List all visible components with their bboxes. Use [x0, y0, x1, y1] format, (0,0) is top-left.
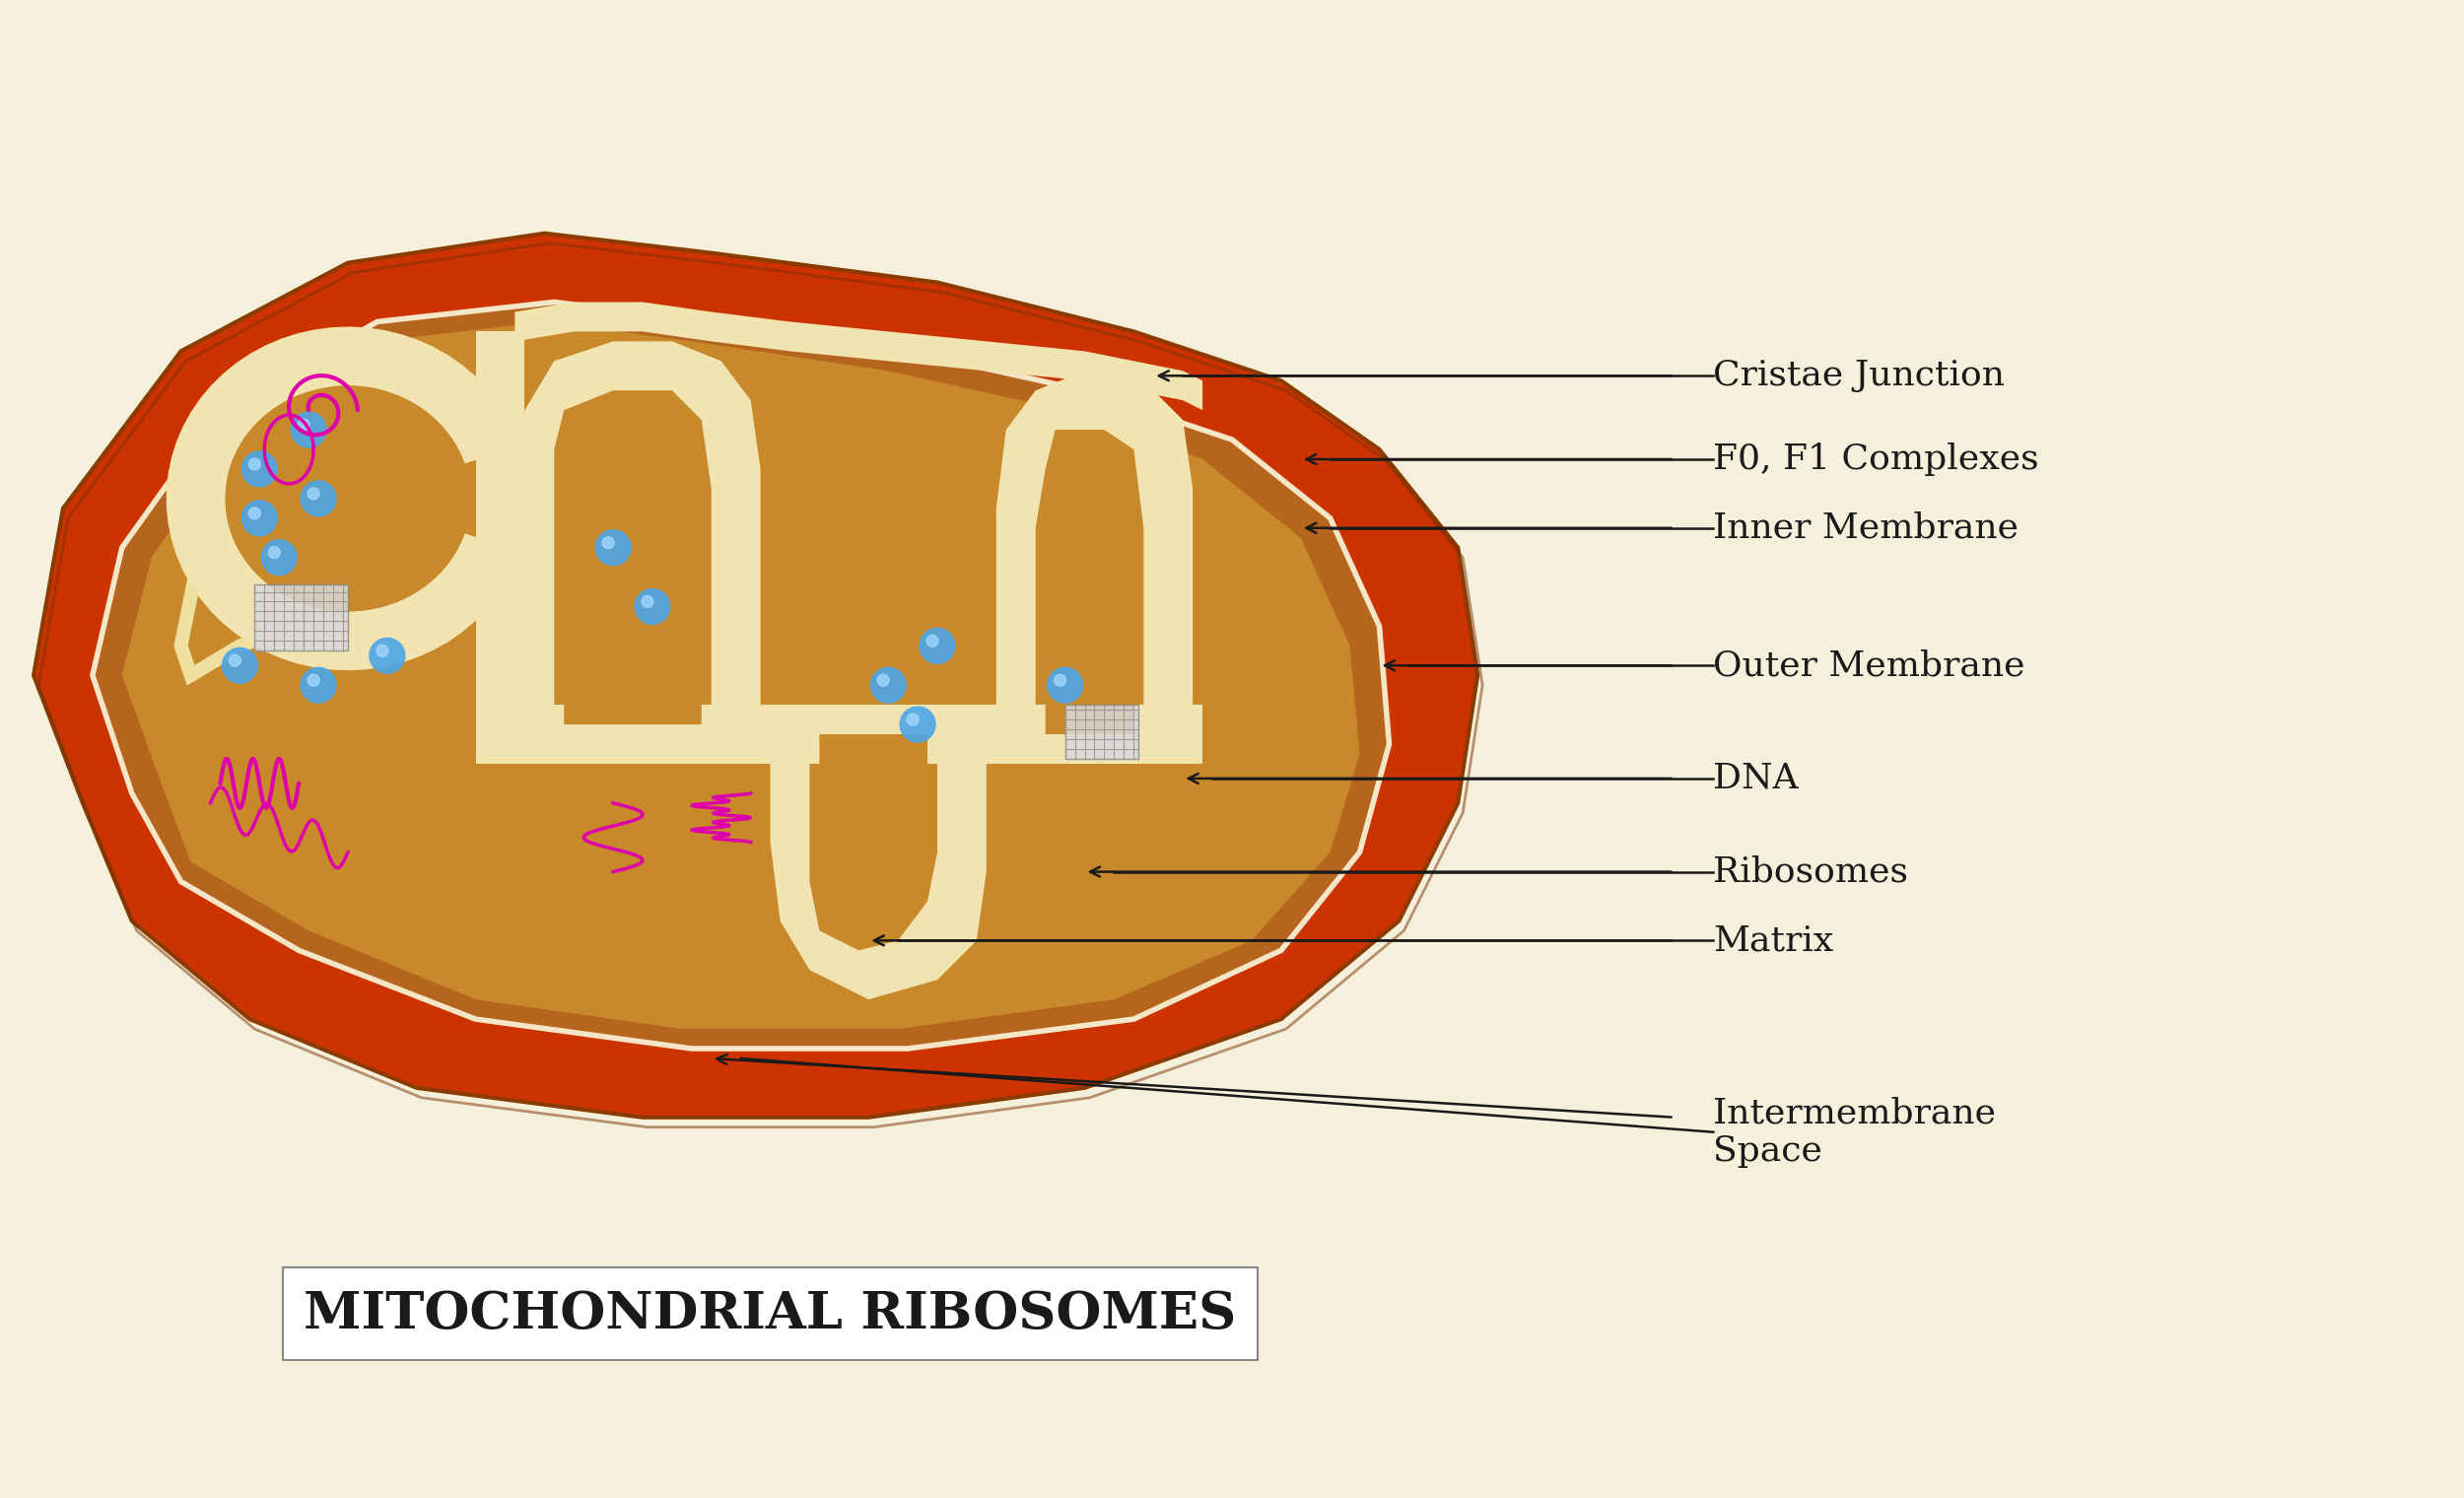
Polygon shape	[476, 646, 525, 764]
Circle shape	[377, 644, 389, 656]
Polygon shape	[515, 704, 1202, 764]
Circle shape	[1055, 674, 1067, 686]
Polygon shape	[771, 734, 986, 999]
FancyBboxPatch shape	[254, 584, 347, 650]
Circle shape	[370, 638, 404, 674]
Text: Inner Membrane: Inner Membrane	[1712, 511, 2018, 545]
Circle shape	[877, 674, 890, 686]
Circle shape	[249, 458, 261, 470]
Circle shape	[641, 596, 653, 608]
Polygon shape	[821, 734, 926, 921]
Circle shape	[1047, 668, 1082, 703]
Circle shape	[269, 547, 281, 559]
Text: Outer Membrane: Outer Membrane	[1712, 649, 2025, 682]
Text: DNA: DNA	[1712, 761, 1799, 795]
Polygon shape	[34, 234, 1478, 1118]
Polygon shape	[168, 327, 520, 671]
Polygon shape	[564, 400, 702, 725]
Circle shape	[301, 481, 335, 517]
Circle shape	[291, 412, 325, 448]
Polygon shape	[515, 342, 761, 734]
Text: Ribosomes: Ribosomes	[1712, 855, 1910, 888]
Circle shape	[298, 419, 310, 431]
Circle shape	[870, 668, 907, 703]
Polygon shape	[224, 385, 471, 611]
Text: Cristae Junction: Cristae Junction	[1712, 360, 2006, 392]
Circle shape	[636, 589, 670, 625]
Circle shape	[301, 668, 335, 703]
Polygon shape	[123, 322, 1360, 1029]
Circle shape	[241, 500, 276, 536]
Circle shape	[308, 674, 320, 686]
Text: Intermembrane
Space: Intermembrane Space	[1712, 1097, 1996, 1168]
Circle shape	[899, 707, 936, 742]
Polygon shape	[476, 331, 525, 665]
Circle shape	[596, 530, 631, 565]
Circle shape	[601, 536, 614, 548]
Circle shape	[907, 713, 919, 725]
Circle shape	[261, 539, 296, 575]
Circle shape	[222, 647, 259, 683]
Circle shape	[229, 655, 241, 667]
Circle shape	[241, 451, 276, 487]
Circle shape	[308, 488, 320, 499]
Polygon shape	[180, 361, 515, 676]
Circle shape	[249, 508, 261, 520]
Polygon shape	[1045, 449, 1133, 734]
Circle shape	[926, 635, 939, 647]
Circle shape	[919, 628, 956, 664]
Polygon shape	[209, 391, 485, 626]
Polygon shape	[94, 303, 1390, 1049]
FancyBboxPatch shape	[1064, 704, 1138, 759]
Text: F0, F1 Complexes: F0, F1 Complexes	[1712, 442, 2040, 476]
Polygon shape	[515, 303, 1202, 410]
Polygon shape	[995, 372, 1193, 734]
Text: MITOCHONDRIAL RIBOSOMES: MITOCHONDRIAL RIBOSOMES	[303, 1288, 1237, 1339]
Text: Matrix: Matrix	[1712, 924, 1833, 957]
